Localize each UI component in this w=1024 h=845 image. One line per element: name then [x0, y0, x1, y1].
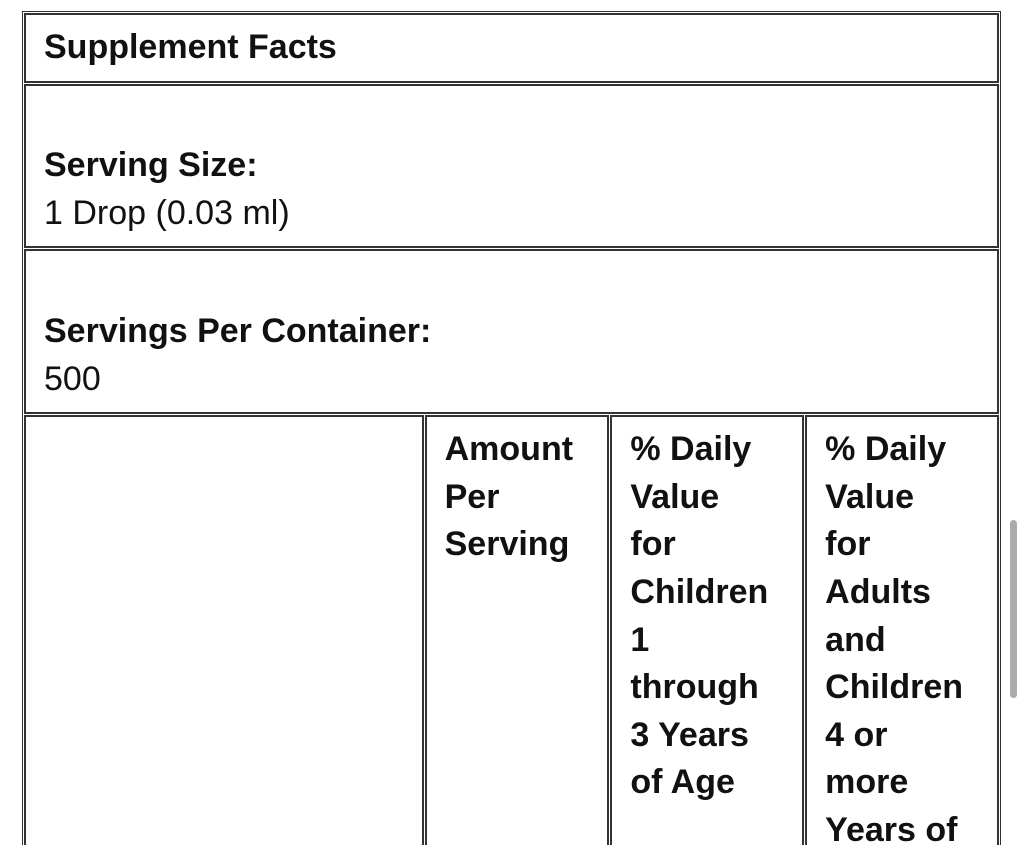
- col-header-dv-children-1-3: % Daily Value for Children 1 through 3 Y…: [610, 415, 805, 845]
- servings-per-container-label: Servings Per Container:: [44, 311, 432, 350]
- col-header-dv-adults-children-4plus: % Daily Value for Adults and Children 4 …: [805, 415, 999, 845]
- column-header-row: Amount Per Serving % Daily Value for Chi…: [24, 415, 999, 845]
- col-header-blank: [24, 415, 424, 845]
- serving-size-value: 1 Drop (0.03 ml): [44, 193, 290, 232]
- serving-size-label: Serving Size:: [44, 146, 258, 185]
- supplement-facts-table: Supplement Facts Serving Size: 1 Drop (0…: [22, 11, 1001, 845]
- table-title: Supplement Facts: [24, 13, 999, 83]
- col-header-amount-per-serving: Amount Per Serving: [424, 415, 610, 845]
- title-row: Supplement Facts: [24, 13, 999, 83]
- servings-per-container-row: Servings Per Container: 500: [24, 249, 999, 415]
- serving-size-row: Serving Size: 1 Drop (0.03 ml): [24, 83, 999, 249]
- vertical-scrollbar-thumb[interactable]: [1010, 520, 1017, 698]
- servings-per-container-value: 500: [44, 359, 101, 398]
